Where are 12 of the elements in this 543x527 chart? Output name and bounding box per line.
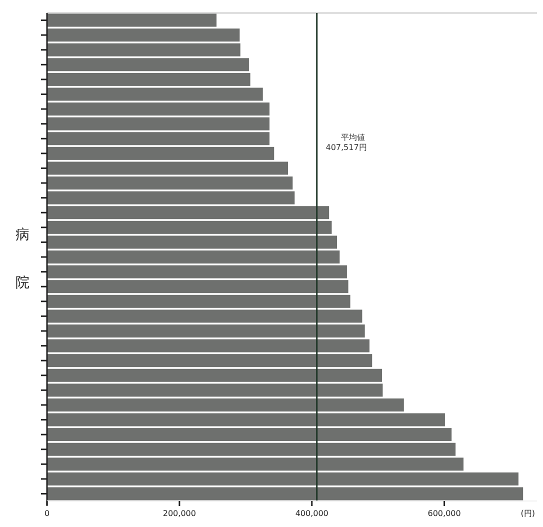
bar <box>47 324 365 338</box>
bar <box>47 176 293 190</box>
bar <box>47 102 270 116</box>
x-axis-title: (円) <box>520 509 535 518</box>
x-tick-label: 600,000 <box>428 509 461 518</box>
x-tick-label: 400,000 <box>295 509 328 518</box>
bar <box>47 250 340 264</box>
ref-line-label: 平均値 407,517円 <box>326 133 367 152</box>
x-tick-label: 0 <box>44 509 50 518</box>
x-tick-label: 200,000 <box>162 509 196 518</box>
bar <box>47 398 404 412</box>
y-axis-title: 病院 <box>14 215 30 311</box>
